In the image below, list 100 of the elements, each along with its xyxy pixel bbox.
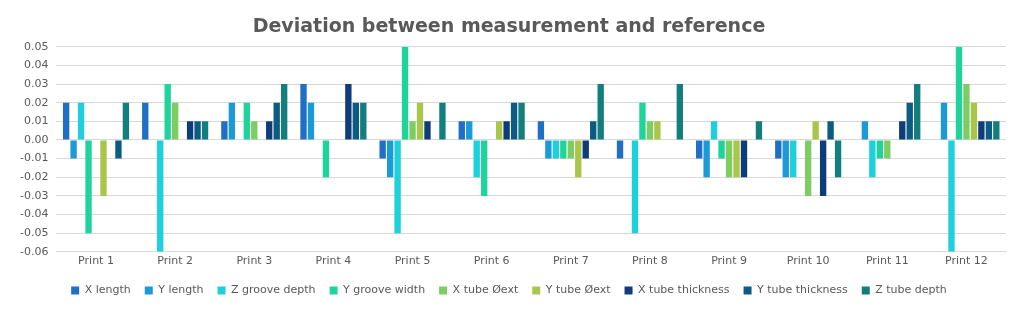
y-tick-label: -0.05 (19, 226, 49, 240)
bar (266, 121, 273, 140)
bar (409, 121, 416, 140)
bar (790, 140, 797, 178)
y-tick-label: -0.04 (19, 207, 49, 221)
bar (703, 140, 710, 178)
bar (458, 121, 465, 140)
legend-label: Y groove width (342, 283, 426, 297)
bar (906, 102, 913, 140)
bar (876, 140, 884, 159)
bar (142, 102, 149, 140)
bar (819, 140, 827, 196)
bar (77, 102, 85, 140)
bar (352, 102, 360, 140)
bar (251, 121, 258, 140)
bar (394, 140, 401, 234)
bar (552, 140, 560, 159)
bar (481, 140, 488, 196)
bar (597, 84, 604, 140)
chart-title: Deviation between measurement and reference (252, 14, 766, 37)
bar (545, 140, 552, 159)
bar (164, 84, 171, 140)
bar (386, 140, 394, 178)
bar (914, 84, 921, 140)
x-tick-label: Print 2 (157, 254, 194, 268)
bar (646, 121, 654, 140)
bar (273, 102, 280, 140)
x-tick-label: Print 7 (552, 254, 589, 268)
bar (631, 140, 639, 234)
bar (827, 121, 834, 140)
y-tick-label: -0.02 (19, 170, 49, 184)
bar (710, 121, 718, 140)
x-tick-label: Print 4 (315, 254, 352, 268)
bar (221, 121, 228, 140)
legend-label: Y length (157, 283, 204, 297)
bar (62, 102, 70, 140)
bar (590, 121, 597, 140)
bar (424, 121, 431, 140)
bar (243, 102, 250, 140)
bar (782, 140, 789, 178)
bar (300, 84, 307, 140)
bar (948, 140, 955, 252)
legend-label: X tube Øext (452, 283, 519, 297)
bar (85, 140, 92, 234)
x-tick-label: Print 1 (78, 254, 114, 268)
bar (940, 102, 948, 140)
bar (186, 121, 194, 140)
bar (575, 140, 582, 178)
legend-label: X length (84, 283, 131, 297)
legend-label: Y tube Øext (544, 283, 612, 297)
bar (115, 140, 122, 159)
bar (518, 102, 525, 140)
bar (695, 140, 703, 159)
y-tick-label: 0.03 (23, 76, 49, 90)
bar (616, 140, 624, 159)
bar (401, 46, 409, 140)
bar (201, 121, 209, 140)
bar (567, 140, 574, 159)
bar (439, 102, 446, 140)
bar (985, 121, 993, 140)
bar (899, 121, 906, 140)
x-tick-label: Print 12 (945, 254, 988, 268)
legend-label: X tube thickness (638, 283, 730, 297)
bar (157, 140, 164, 252)
bar (360, 102, 367, 140)
bar (100, 140, 107, 196)
bar (861, 121, 869, 140)
bar (775, 140, 782, 159)
y-tick-label: -0.03 (19, 188, 49, 202)
bar (466, 121, 473, 140)
bar (503, 121, 510, 140)
bar (416, 102, 424, 140)
legend-label: Z tube depth (875, 283, 947, 297)
bar (805, 140, 812, 196)
bar (560, 140, 567, 159)
bar (676, 84, 683, 140)
bar (834, 140, 842, 178)
bar (379, 140, 386, 159)
y-tick-label: 0.05 (23, 39, 49, 53)
bar (978, 121, 985, 140)
x-tick-label: Print 6 (473, 254, 510, 268)
bar (495, 121, 503, 140)
bar (955, 46, 963, 140)
bar (718, 140, 725, 159)
bar (510, 102, 518, 140)
bar (537, 121, 545, 140)
bar (884, 140, 891, 159)
bar (725, 140, 733, 178)
bar (70, 140, 77, 159)
y-tick-label: 0.02 (23, 95, 49, 109)
x-tick-label: Print 10 (786, 254, 830, 268)
bar (869, 140, 876, 178)
y-tick-label: 0.00 (23, 132, 49, 146)
bar (122, 102, 130, 140)
x-tick-label: Print 11 (865, 254, 909, 268)
bar (345, 84, 352, 140)
x-tick-label: Print 5 (394, 254, 431, 268)
x-tick-label: Print 3 (236, 254, 273, 268)
y-tick-label: -0.01 (19, 151, 49, 165)
bar (993, 121, 1000, 140)
